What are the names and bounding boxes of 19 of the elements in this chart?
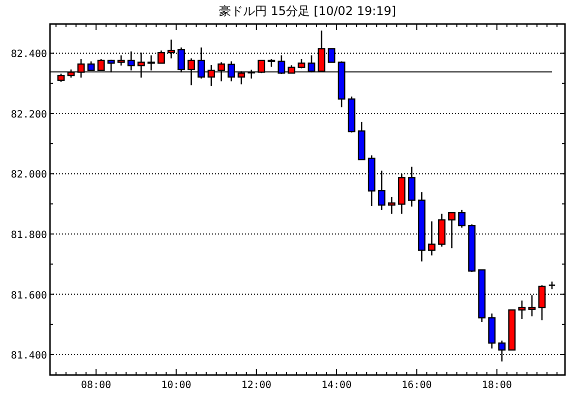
x-tick-label: 16:00 bbox=[402, 380, 432, 391]
y-tick-label: 82.200 bbox=[10, 109, 47, 120]
candlestick bbox=[458, 209, 466, 228]
x-tick-label: 18:00 bbox=[482, 380, 512, 391]
y-tick-label: 81.800 bbox=[10, 230, 47, 241]
y-tick-label: 81.600 bbox=[10, 290, 47, 302]
y-tick-label: 81.400 bbox=[10, 350, 47, 362]
candlestick bbox=[298, 58, 306, 69]
x-tick-label: 14:00 bbox=[322, 380, 352, 391]
y-tick-label: 82.000 bbox=[10, 170, 47, 181]
candlestick bbox=[117, 54, 125, 66]
candlestick bbox=[528, 294, 536, 317]
candlestick bbox=[518, 300, 526, 320]
x-tick-label: 10:00 bbox=[161, 380, 192, 391]
y-tick-label: 82.400 bbox=[10, 49, 47, 60]
x-tick-label: 08:00 bbox=[81, 380, 112, 391]
chart-title: 豪ドル円 15分足 [10/02 19:19] bbox=[218, 4, 396, 18]
x-tick-label: 12:00 bbox=[241, 380, 272, 391]
candlestick bbox=[388, 196, 396, 214]
